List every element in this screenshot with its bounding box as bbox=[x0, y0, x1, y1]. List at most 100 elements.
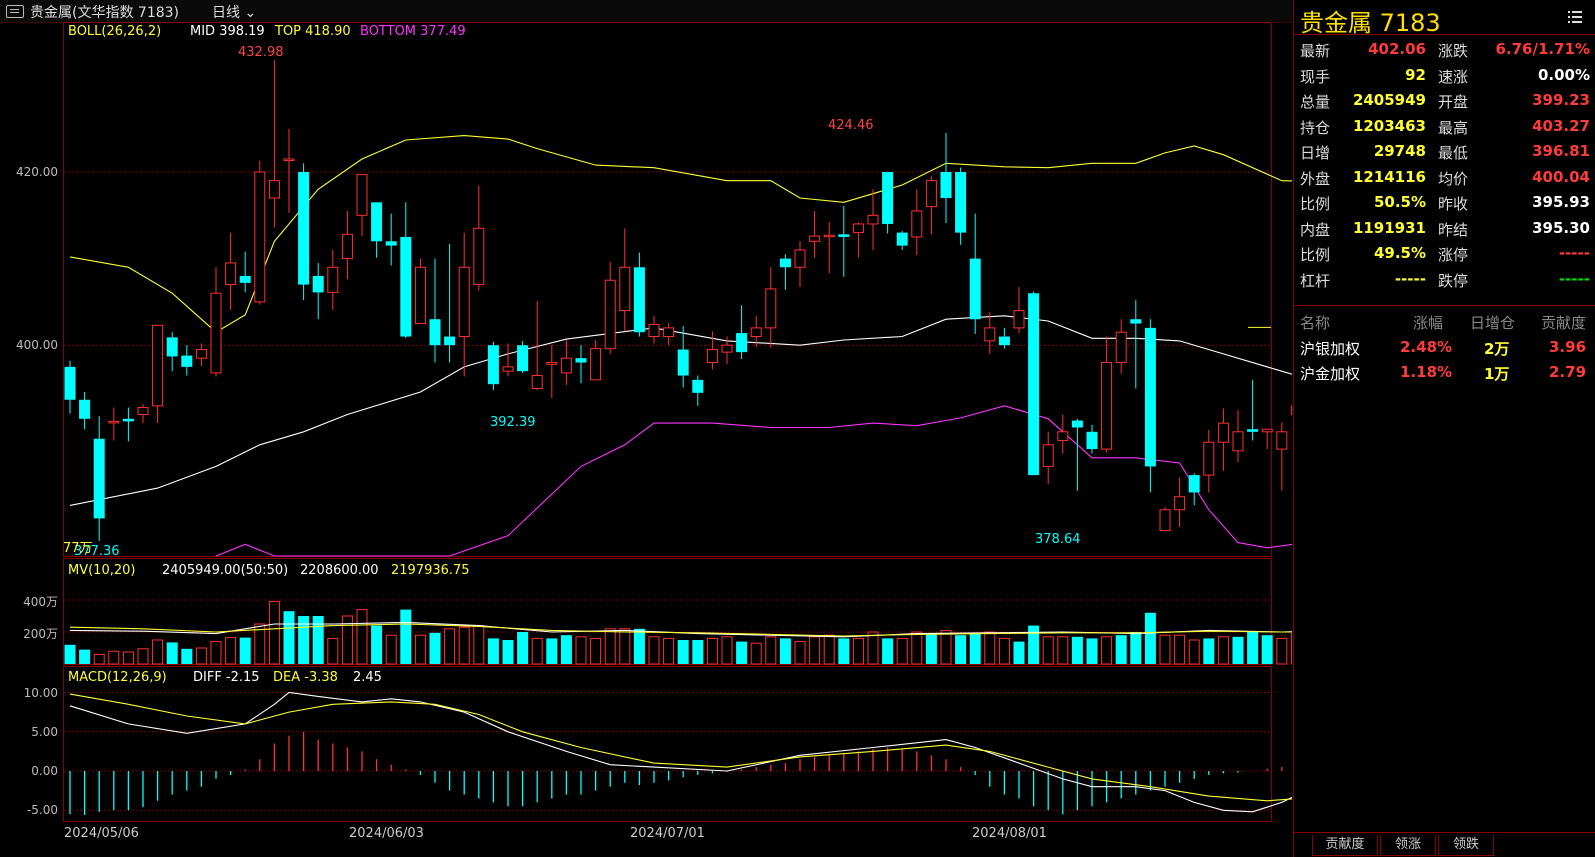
volume-bar-down bbox=[1013, 641, 1025, 664]
quote-value: 402.06 bbox=[1368, 40, 1426, 58]
volume-bar-up bbox=[444, 628, 456, 665]
list-icon[interactable] bbox=[1568, 11, 1582, 23]
col-change[interactable]: 涨幅 bbox=[1413, 314, 1444, 332]
quote-row: 速涨 0.00% bbox=[1438, 66, 1590, 91]
quote-value: 403.27 bbox=[1532, 116, 1590, 135]
col-oi[interactable]: 日增仓 bbox=[1470, 314, 1516, 332]
quote-row: 现手 92 bbox=[1300, 66, 1426, 91]
volume-bar-down bbox=[239, 637, 251, 664]
boll-lines bbox=[69, 135, 1292, 557]
candle-body-down bbox=[1028, 293, 1040, 476]
candle-body-down bbox=[1188, 475, 1200, 493]
chart-area[interactable]: BOLL(26,26,2) MID 398.19 TOP 418.90 BOTT… bbox=[0, 22, 1292, 857]
candle-body-up bbox=[1042, 444, 1054, 467]
volume-bar-up bbox=[122, 651, 134, 665]
col-contrib[interactable]: 贡献度 bbox=[1541, 314, 1587, 332]
window-title: 贵金属(文华指数 7183) bbox=[30, 5, 180, 21]
quote-value: 6.76/1.71% bbox=[1495, 40, 1590, 58]
mv-value-3: 2197936.75 bbox=[391, 563, 470, 578]
candle-body-up bbox=[1174, 496, 1186, 511]
chevron-down-icon: ⌄ bbox=[240, 5, 257, 21]
quote-row: 持仓 1203463 bbox=[1300, 117, 1426, 142]
cell-change: 2.48% bbox=[1400, 338, 1453, 356]
volume-bar-up bbox=[1217, 636, 1229, 665]
quote-value: 395.93 bbox=[1532, 193, 1590, 211]
volume-bar-up bbox=[867, 631, 879, 665]
quote-label: 涨停 bbox=[1438, 246, 1469, 264]
volume-bar-up bbox=[1174, 634, 1186, 665]
volume-bar-down bbox=[969, 633, 981, 664]
candle-body-up bbox=[268, 180, 280, 199]
volume-bar-down bbox=[517, 632, 529, 664]
quote-row: 最高 403.27 bbox=[1438, 117, 1590, 142]
date-label-1: 2024/05/06 bbox=[64, 826, 139, 841]
candle-body-up bbox=[1217, 422, 1229, 443]
volume-bar-up bbox=[809, 636, 821, 665]
volume-bar-down bbox=[779, 638, 791, 664]
quote-label: 最低 bbox=[1438, 144, 1469, 162]
macd-tick-neg5: -5.00 bbox=[27, 803, 58, 817]
volume-bar-down bbox=[692, 640, 704, 664]
volume-bar-down bbox=[1130, 632, 1142, 664]
candle-body-down bbox=[79, 399, 91, 419]
table-row[interactable]: 沪金加权 1.18% 1万 2.79 bbox=[1294, 363, 1595, 387]
mv-label[interactable]: MV(10,20) bbox=[68, 563, 135, 578]
candle-body-up bbox=[283, 158, 295, 162]
quote-row: 昨结 395.30 bbox=[1438, 219, 1590, 244]
candle-body-up bbox=[473, 227, 485, 286]
volume-bar-up bbox=[137, 648, 149, 665]
quote-value: 0.00% bbox=[1537, 65, 1590, 84]
quote-label: 持仓 bbox=[1300, 118, 1331, 137]
candle-body-up bbox=[604, 279, 616, 350]
quote-row: 昨收 395.93 bbox=[1438, 193, 1590, 218]
candle-body-up bbox=[852, 223, 864, 234]
macd-dea: DEA -3.38 bbox=[273, 670, 338, 685]
candle-body-up bbox=[341, 233, 353, 260]
volume-bar-down bbox=[371, 625, 383, 664]
volume-bar-up bbox=[1276, 637, 1288, 665]
volume-bar-down bbox=[1144, 612, 1156, 664]
menu-icon[interactable] bbox=[6, 5, 24, 18]
candle-body-down bbox=[838, 234, 850, 237]
period-label: 日线 bbox=[212, 5, 240, 21]
quote-value: 396.81 bbox=[1532, 142, 1590, 160]
window-titlebar: 贵金属(文华指数 7183) 日线 ⌄ bbox=[0, 0, 1292, 23]
tab-leading-up[interactable]: 领涨 bbox=[1380, 835, 1436, 856]
candle-body-up bbox=[590, 348, 602, 381]
quote-label: 跌停 bbox=[1438, 271, 1469, 290]
quote-label: 外盘 bbox=[1300, 169, 1331, 188]
quote-value: ----- bbox=[1558, 269, 1590, 288]
volume-bar-up bbox=[327, 637, 339, 665]
quote-row: 跌停 ----- bbox=[1438, 270, 1590, 295]
candle-body-up bbox=[195, 349, 207, 359]
volume-bar-down bbox=[633, 628, 645, 664]
candle-body-down bbox=[692, 379, 704, 393]
tab-contribution[interactable]: 贡献度 bbox=[1312, 835, 1378, 856]
macd-label[interactable]: MACD(12,26,9) bbox=[68, 670, 167, 685]
quote-value: 50.5% bbox=[1373, 193, 1426, 211]
mv-short-line bbox=[69, 621, 1292, 638]
candle-body-down bbox=[677, 349, 689, 376]
tab-leading-down[interactable]: 领跌 bbox=[1438, 835, 1494, 856]
candle-body-down bbox=[181, 355, 193, 367]
panel-tabs: 贡献度 领涨 领跌 bbox=[1294, 832, 1595, 857]
volume-bar-down bbox=[736, 641, 748, 664]
period-selector[interactable]: 日线 ⌄ bbox=[212, 2, 256, 22]
col-name[interactable]: 名称 bbox=[1300, 314, 1331, 332]
macd-tick-10: 10.00 bbox=[24, 686, 58, 700]
quote-value: ----- bbox=[1394, 269, 1426, 288]
candle-body-down bbox=[487, 345, 499, 385]
vol-tick-200: 200万 bbox=[23, 627, 58, 641]
quote-value: 400.04 bbox=[1532, 167, 1590, 186]
boll-label[interactable]: BOLL(26,26,2) bbox=[68, 24, 161, 39]
candle-body-down bbox=[633, 267, 645, 333]
candle-body-down bbox=[444, 336, 456, 346]
candle-body-up bbox=[1261, 428, 1273, 433]
candle-body-down bbox=[955, 172, 967, 233]
candle-body-up bbox=[984, 327, 996, 342]
candle-body-up bbox=[794, 249, 806, 268]
table-row[interactable]: 沪银加权 2.48% 2万 3.96 bbox=[1294, 338, 1595, 362]
candle-body-down bbox=[1086, 431, 1098, 450]
macd-pane-frame bbox=[63, 666, 1272, 822]
cell-oi: 2万 bbox=[1484, 340, 1510, 358]
